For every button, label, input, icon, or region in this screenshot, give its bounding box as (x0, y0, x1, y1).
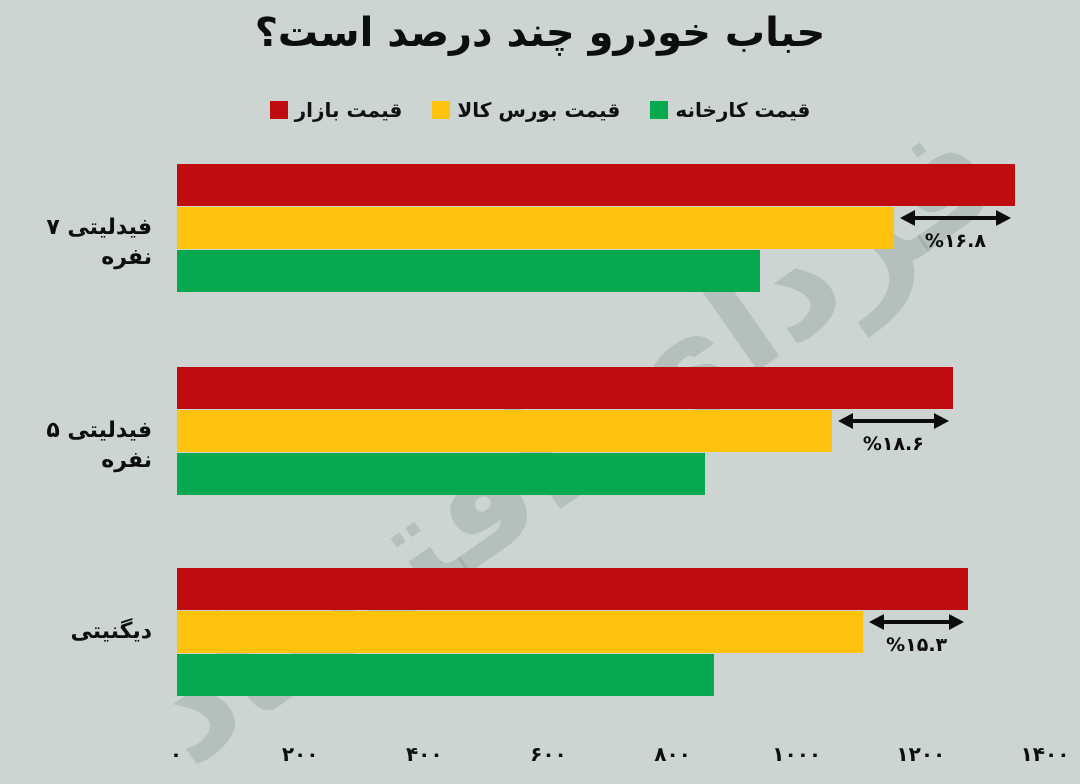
x-axis-tick-label: ۱۰۰۰ (772, 742, 822, 766)
bubble-percent-label: %۱۵.۳ (886, 634, 948, 656)
x-axis-tick-label: ۸۰۰ (654, 742, 691, 766)
legend: قیمت بازار قیمت بورس کالا قیمت کارخانه (0, 98, 1080, 122)
bubble-percent-label: %۱۸.۶ (862, 433, 924, 455)
bubble-gap-arrow-icon (837, 413, 949, 429)
bar-bourse (177, 410, 832, 452)
legend-item-bourse: قیمت بورس کالا (432, 98, 620, 122)
bubble-gap-arrow-icon (868, 614, 965, 630)
legend-item-factory: قیمت کارخانه (650, 98, 810, 122)
legend-label-bourse: قیمت بورس کالا (457, 98, 621, 122)
bar-bourse (177, 611, 863, 653)
bourse-price-swatch-icon (432, 101, 451, 119)
bar-bourse (177, 207, 894, 249)
factory-price-swatch-icon (650, 101, 669, 119)
legend-label-market: قیمت بازار (294, 98, 403, 122)
category-label: فیدلیتی ۷ نفره (46, 215, 152, 270)
market-price-swatch-icon (269, 101, 288, 119)
x-axis-tick-label: ۴۰۰ (405, 742, 443, 766)
chart-title: حباب خودرو چند درصد است؟ (254, 10, 826, 56)
legend-label-factory: قیمت کارخانه (675, 98, 811, 122)
bar-market (177, 164, 1015, 206)
x-axis-tick-label: ۲۰۰ (281, 742, 319, 766)
x-axis-tick-label: ۶۰۰ (530, 742, 567, 766)
legend-item-market: قیمت بازار (269, 98, 403, 122)
category-label: فیدلیتی ۵ نفره (46, 418, 152, 473)
x-axis-tick-label: ۰ (169, 742, 183, 766)
bar-market (177, 568, 968, 610)
category-label: دیگنیتی (70, 619, 152, 644)
bar-factory (177, 453, 705, 495)
bar-factory (177, 250, 760, 292)
bubble-gap-arrow-icon (899, 210, 1011, 226)
bubble-percent-label: %۱۶.۸ (924, 230, 986, 252)
bar-market (177, 367, 953, 409)
x-axis-tick-label: ۱۲۰۰ (896, 742, 946, 766)
x-axis-tick-label: ۱۴۰۰ (1020, 742, 1070, 766)
bar-factory (177, 654, 714, 696)
